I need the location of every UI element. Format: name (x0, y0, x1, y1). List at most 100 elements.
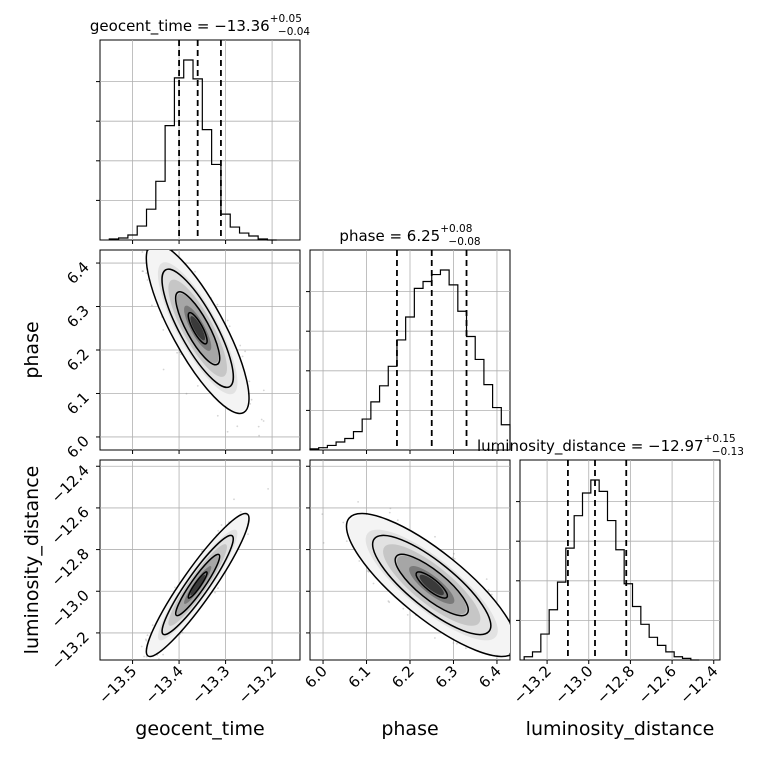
title-geocent-time-median: −13.36 (214, 17, 270, 35)
scatter-point (143, 232, 145, 234)
scatter-point (262, 389, 265, 392)
scatter-point (220, 524, 223, 526)
scatter-point (526, 644, 528, 646)
scatter-point (216, 303, 219, 306)
contour-level-0 (145, 250, 250, 415)
title-luminosity-distance-median: −12.97 (648, 437, 704, 455)
scatter-point (178, 351, 181, 354)
scatter-point (233, 498, 235, 501)
scatter-point (226, 430, 229, 433)
title-geocent-time: geocent_time = −13.36+0.05 −0.04 (90, 13, 310, 38)
contour-level-1 (161, 534, 235, 636)
chart-marks: −13.5 −13.4 −13.3 −13.2 6.0 6.1 6.2 6.3 6.4 −13.2… (48, 40, 722, 707)
scatter-point (258, 434, 260, 437)
scatter-point (345, 540, 348, 542)
scatter-point (452, 552, 455, 555)
scatter-point (387, 600, 390, 602)
scatter-point (372, 582, 375, 585)
contour-level-1 (371, 534, 492, 636)
histogram-phase (309, 269, 511, 450)
scatter-point (164, 246, 166, 248)
contour-level-2 (174, 553, 221, 617)
scatter-point (389, 507, 392, 510)
title-luminosity-distance-prefix: luminosity_distance = (477, 437, 648, 456)
scatter-point (357, 501, 359, 503)
scatter-point (244, 350, 247, 353)
scatter-point (495, 658, 498, 660)
title-geocent-time-plus: +0.05 (270, 13, 302, 25)
scatter-point (126, 699, 128, 701)
scatter-point (181, 631, 184, 634)
scatter-point (516, 656, 518, 658)
xtick-label-phase-0: 6.0 (301, 662, 331, 692)
title-luminosity-distance-minus: −0.13 (712, 446, 744, 458)
scatter-point (249, 403, 252, 405)
ytick-label-phase-3: 6.3 (63, 302, 93, 332)
scatter-point (366, 570, 369, 572)
scatter-point (239, 344, 242, 347)
scatter-point (406, 614, 409, 616)
title-geocent-time-minus: −0.04 (278, 26, 310, 38)
scatter-point (358, 560, 361, 562)
scatter-point (145, 639, 148, 642)
scatter-point (515, 636, 517, 638)
scatter-point (151, 624, 154, 627)
ytick-label-luminosity-distance-4: −12.4 (48, 461, 93, 506)
scatter-point (141, 251, 144, 253)
panel-lumdist-vs-geocent-time (99, 459, 301, 661)
scatter-point (521, 641, 523, 643)
density-shade-5 (419, 574, 444, 596)
scatter-point (141, 270, 144, 273)
scatter-point (490, 593, 493, 596)
ytick-label-luminosity-distance-2: −12.8 (48, 545, 93, 590)
scatter-point (151, 665, 153, 667)
scatter-point (484, 664, 486, 666)
xtick-label-geocent-time-3: −13.2 (235, 662, 280, 707)
scatter-point (396, 519, 399, 522)
scatter-point (216, 414, 219, 417)
title-phase-median: 6.25 (407, 227, 440, 245)
scatter-point (149, 237, 151, 239)
xtick-label-luminosity-distance-4: −12.4 (676, 662, 721, 707)
ytick-label-luminosity-distance-1: −13.0 (48, 586, 93, 631)
scatter-point (146, 279, 149, 281)
xtick-label-geocent-time-1: −13.4 (142, 662, 187, 707)
scatter-point (143, 665, 145, 667)
scatter-point (487, 589, 490, 591)
scatter-point (174, 586, 176, 589)
density-shade-5 (190, 316, 205, 341)
ytick-label-phase-0: 6.0 (63, 432, 93, 462)
contour-level-2 (394, 553, 469, 617)
ytick-label-phase-4: 6.4 (63, 258, 93, 288)
scatter-point (151, 230, 153, 232)
title-phase-prefix: phase = (339, 227, 406, 245)
scatter-point (145, 638, 147, 641)
scatter-point (507, 687, 509, 689)
scatter-point (485, 578, 488, 580)
scatter-point (478, 663, 480, 665)
scatter-point (511, 650, 513, 652)
scatter-point (248, 380, 251, 383)
scatter-point (214, 591, 216, 594)
xtick-label-phase-1: 6.1 (345, 662, 375, 692)
scatter-point (322, 542, 325, 544)
histogram-geocent-time (108, 59, 277, 241)
scatter-point (162, 368, 165, 371)
scatter-point (239, 510, 242, 513)
scatter-point (451, 556, 454, 559)
contour-level-3 (415, 571, 449, 599)
xtick-label-phase-4: 6.4 (475, 662, 505, 692)
scatter-point (160, 241, 162, 243)
scatter-point (144, 232, 146, 234)
scatter-point (108, 197, 110, 199)
scatter-point (241, 355, 244, 358)
scatter-point (162, 653, 165, 656)
density-shade-5 (190, 574, 206, 596)
contour-level-0 (145, 512, 250, 658)
scatter-point (434, 637, 436, 639)
scatter-point (158, 658, 160, 660)
scatter-point (139, 661, 141, 663)
panel-hist-geocent-time (99, 39, 301, 241)
scatter-point (456, 642, 458, 645)
